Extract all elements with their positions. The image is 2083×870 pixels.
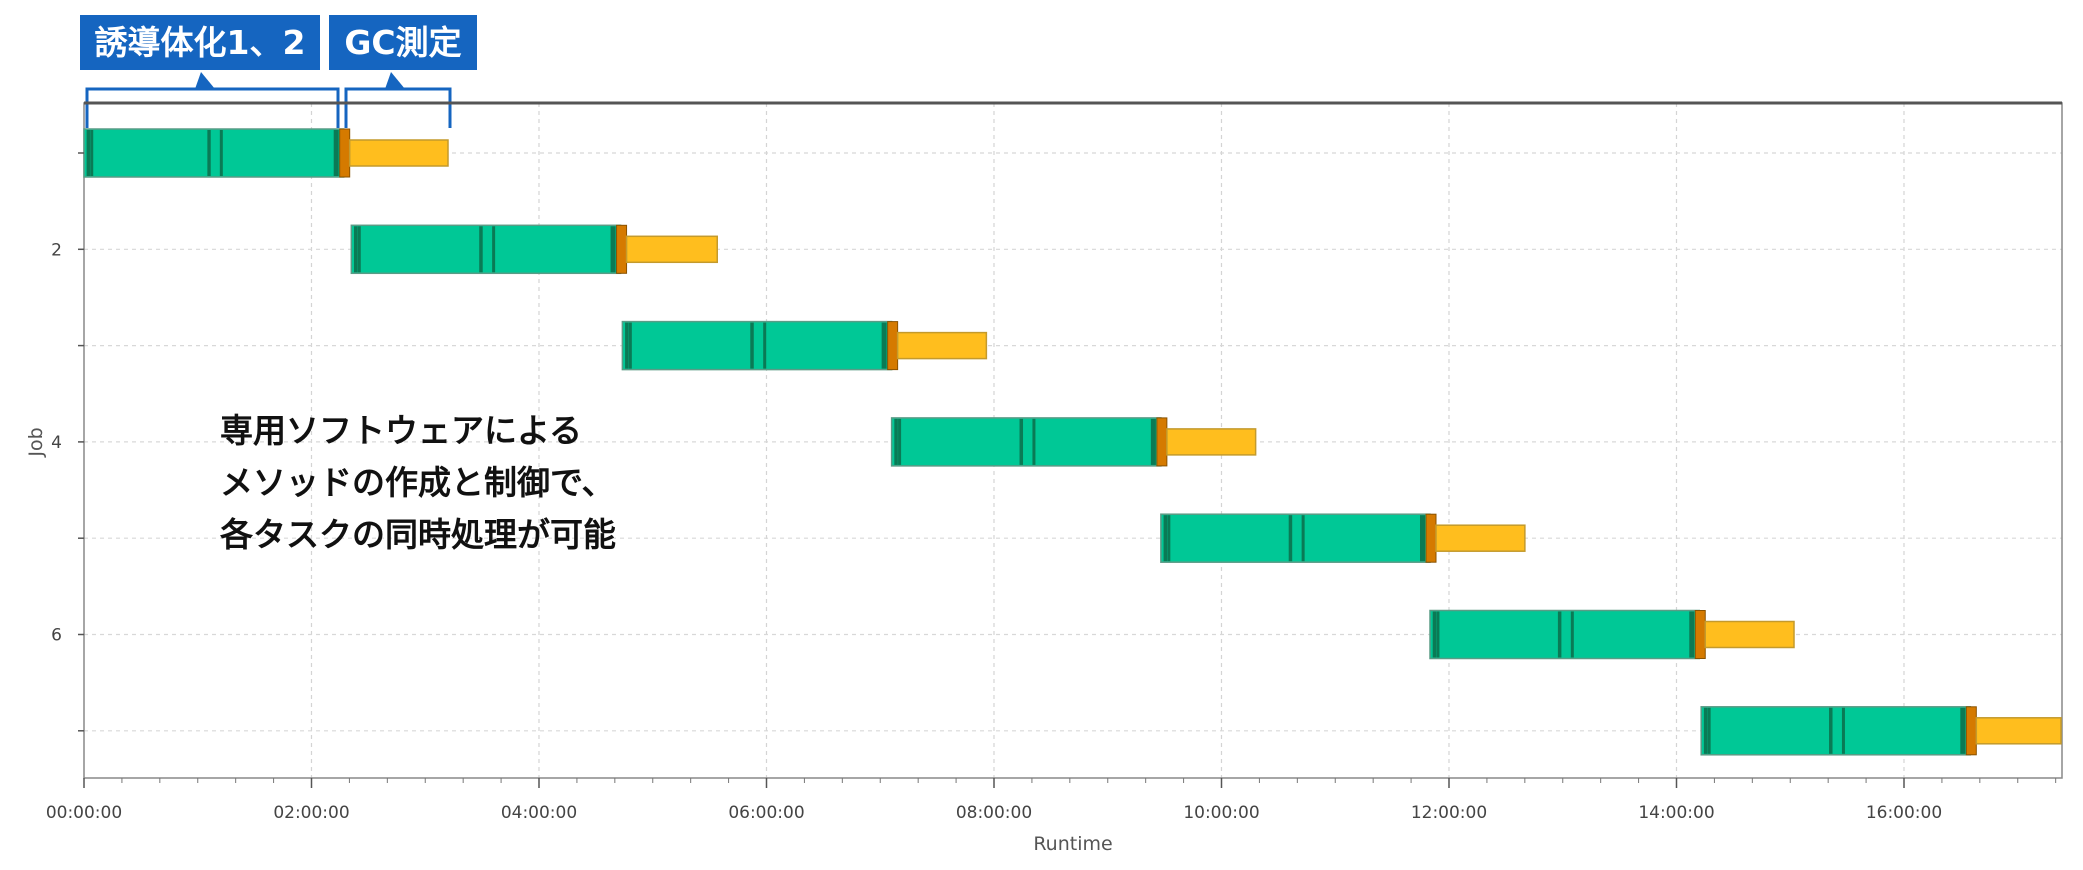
step-divider [1829,707,1833,754]
job-row-2 [350,224,718,275]
y-axis-title: Job [25,427,47,457]
step-divider [763,322,767,369]
derivatization-bar [1429,609,1701,660]
x-tick-label: 04:00:00 [501,803,577,823]
x-tick-label: 08:00:00 [956,803,1032,823]
y-tick-label: 6 [51,626,62,646]
step-divider [1841,707,1845,754]
job-row-7 [1700,706,2062,756]
step-divider [1707,707,1711,754]
y-tick-label: 2 [51,240,62,260]
step-divider [1288,515,1293,562]
step-divider [1150,418,1156,465]
gc-measurement-bar [1435,524,1526,552]
step-divider [90,130,94,176]
derivatization-bar [350,224,622,275]
label-gc-measurement: GC測定 [329,15,477,70]
step-divider [357,226,361,273]
bracket-gc [344,87,452,128]
x-tick-label: 06:00:00 [728,803,804,823]
bracket-gc-pointer [385,72,405,89]
label-derivatization: 誘導体化1、2 [80,15,320,70]
phase-transition-cap [1965,706,1977,756]
step-divider [354,226,358,273]
step-divider [625,322,629,369]
step-divider [1019,418,1024,465]
job-row-6 [1429,609,1795,660]
step-divider [1703,707,1708,754]
step-divider [1432,611,1437,658]
gc-measurement-bar [348,139,449,167]
phase-transition-cap [1425,513,1437,563]
step-divider [898,418,902,465]
gc-measurement-bar [1166,428,1257,456]
step-divider [894,418,898,465]
derivatization-bar [621,320,893,371]
gc-measurement-bar [1704,620,1795,649]
x-tick-label: 10:00:00 [1183,803,1259,823]
step-divider [479,226,483,273]
y-tick-label: 4 [51,433,62,453]
x-tick-label: 16:00:00 [1866,803,1942,823]
phase-transition-cap [616,224,628,274]
annotation-line-1: 専用ソフトウェアによる [220,411,583,450]
gc-measurement-bar [625,235,718,264]
axes: 00:00:00 02:00:00 04:00:00 06:00:00 08:00:00… [46,101,2062,823]
job-row-5 [1160,513,1526,563]
x-tick-label: 12:00:00 [1411,803,1487,823]
x-tick-label: 02:00:00 [273,803,349,823]
bracket-derivatization-pointer [195,72,215,89]
job-row-3 [621,320,988,371]
step-divider [1557,611,1562,658]
x-tick-label: 14:00:00 [1638,803,1714,823]
derivatization-bar [890,417,1162,467]
annotation-line-3: 各タスクの同時処理が可能 [220,515,616,554]
gc-measurement-bar [896,331,988,360]
phase-transition-cap [887,321,899,371]
bracket-derivatization [85,87,340,128]
step-divider [1420,515,1426,562]
step-divider [1436,611,1440,658]
derivatization-bar [1700,706,1972,756]
phase-brackets [85,72,452,128]
phase-transition-cap [1694,610,1706,659]
gc-measurement-bar [1975,717,2062,745]
job-row-1 [83,128,449,178]
job-row-4 [890,417,1257,467]
x-tick-label: 00:00:00 [46,803,122,823]
step-divider [628,322,632,369]
job-bars [83,128,2062,756]
x-axis-title: Runtime [1033,833,1112,855]
step-divider [333,130,339,176]
derivatization-bar [1160,513,1431,563]
phase-transition-cap [339,128,351,178]
annotation-text: 専用ソフトウェアによる メソッドの作成と制御で、 各タスクの同時処理が可能 [220,405,616,561]
step-divider [610,226,616,273]
step-divider [1032,418,1036,465]
step-divider [86,130,90,176]
phase-transition-cap [1156,417,1168,467]
step-divider [881,322,887,369]
step-divider [1167,515,1171,562]
step-divider [1960,707,1966,754]
step-divider [750,322,754,369]
step-divider [1163,515,1168,562]
step-divider [219,130,223,176]
step-divider [207,130,211,176]
annotation-line-2: メソッドの作成と制御で、 [220,463,615,502]
step-divider [1570,611,1574,658]
derivatization-bar [83,128,345,178]
step-divider [1301,515,1305,562]
step-divider [1689,611,1695,658]
step-divider [492,226,496,273]
